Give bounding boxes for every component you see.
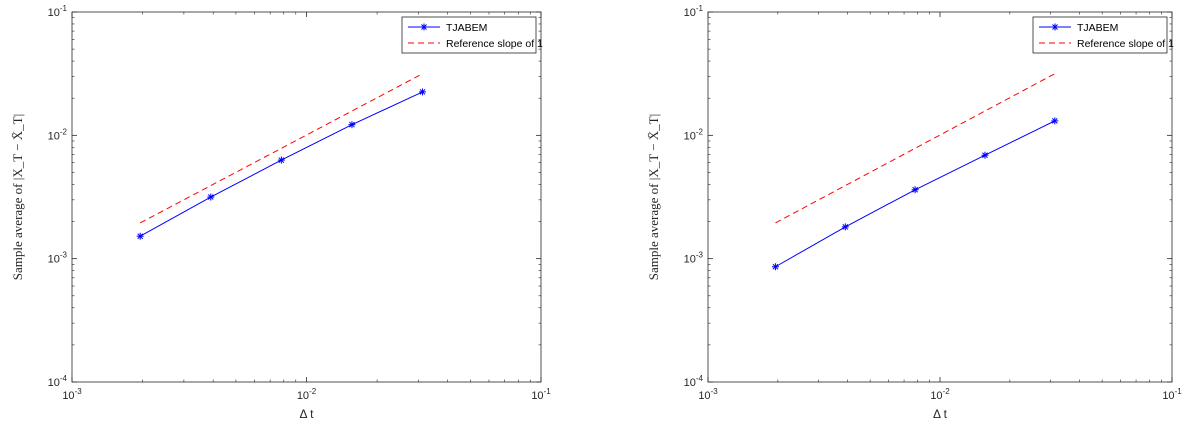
data-point — [981, 151, 989, 159]
series-line — [775, 73, 1056, 224]
data-point — [277, 156, 285, 164]
series-2 — [775, 73, 1056, 224]
data-point — [771, 263, 779, 271]
data-point — [348, 121, 356, 129]
x-tick-label: 10-2 — [297, 387, 317, 402]
plot-area — [707, 11, 1173, 383]
x-axis-label: Δ t — [933, 407, 948, 421]
minor-ticks — [72, 12, 541, 382]
y-tick-label: 10-2 — [48, 127, 68, 142]
y-tick-label: 10-3 — [48, 251, 68, 266]
legend: TJABEM Reference slope of 1 — [1032, 16, 1174, 54]
data-point — [419, 88, 427, 96]
x-tick-label: 10-3 — [62, 387, 82, 402]
data-point — [841, 223, 849, 231]
x-tick-label: 10-1 — [1162, 387, 1182, 402]
series-line — [139, 73, 423, 224]
data-point — [1051, 117, 1059, 125]
x-tick-label: 10-3 — [698, 387, 718, 402]
legend-entry: Reference slope of 1 — [408, 38, 543, 50]
series-2 — [139, 73, 423, 224]
legend: TJABEM Reference slope of 1 — [401, 16, 543, 54]
series-1 — [136, 88, 427, 240]
x-axis-label: Δ t — [299, 407, 314, 421]
legend-label: TJABEM — [1077, 22, 1118, 34]
data-point — [911, 186, 919, 194]
legend-marker — [1051, 23, 1059, 31]
legend-label: Reference slope of 1 — [1077, 38, 1174, 50]
minor-ticks — [708, 12, 1172, 382]
y-tick-label: 10-1 — [48, 4, 68, 19]
y-tick-label: 10-1 — [684, 4, 704, 19]
y-axis-label: Sample average of |X_T − X̄_T| — [10, 114, 25, 280]
legend-marker — [420, 23, 428, 31]
legend-entry: TJABEM — [1039, 22, 1118, 34]
data-point — [136, 232, 144, 240]
y-tick-label: 10-3 — [684, 251, 704, 266]
y-tick-label: 10-4 — [48, 374, 68, 389]
y-axis-label: Sample average of |X_T − X̄_T| — [646, 114, 661, 280]
x-tick-label: 10-2 — [930, 387, 950, 402]
legend-label: Reference slope of 1 — [446, 38, 543, 50]
data-point — [207, 193, 215, 201]
legend-entry: TJABEM — [408, 22, 487, 34]
x-tick-label: 10-1 — [531, 387, 551, 402]
legend-label: TJABEM — [446, 22, 487, 34]
series-1 — [771, 117, 1059, 271]
y-tick-label: 10-4 — [684, 374, 704, 389]
legend-entry: Reference slope of 1 — [1039, 38, 1174, 50]
y-tick-label: 10-2 — [684, 127, 704, 142]
plot-area — [71, 11, 542, 383]
